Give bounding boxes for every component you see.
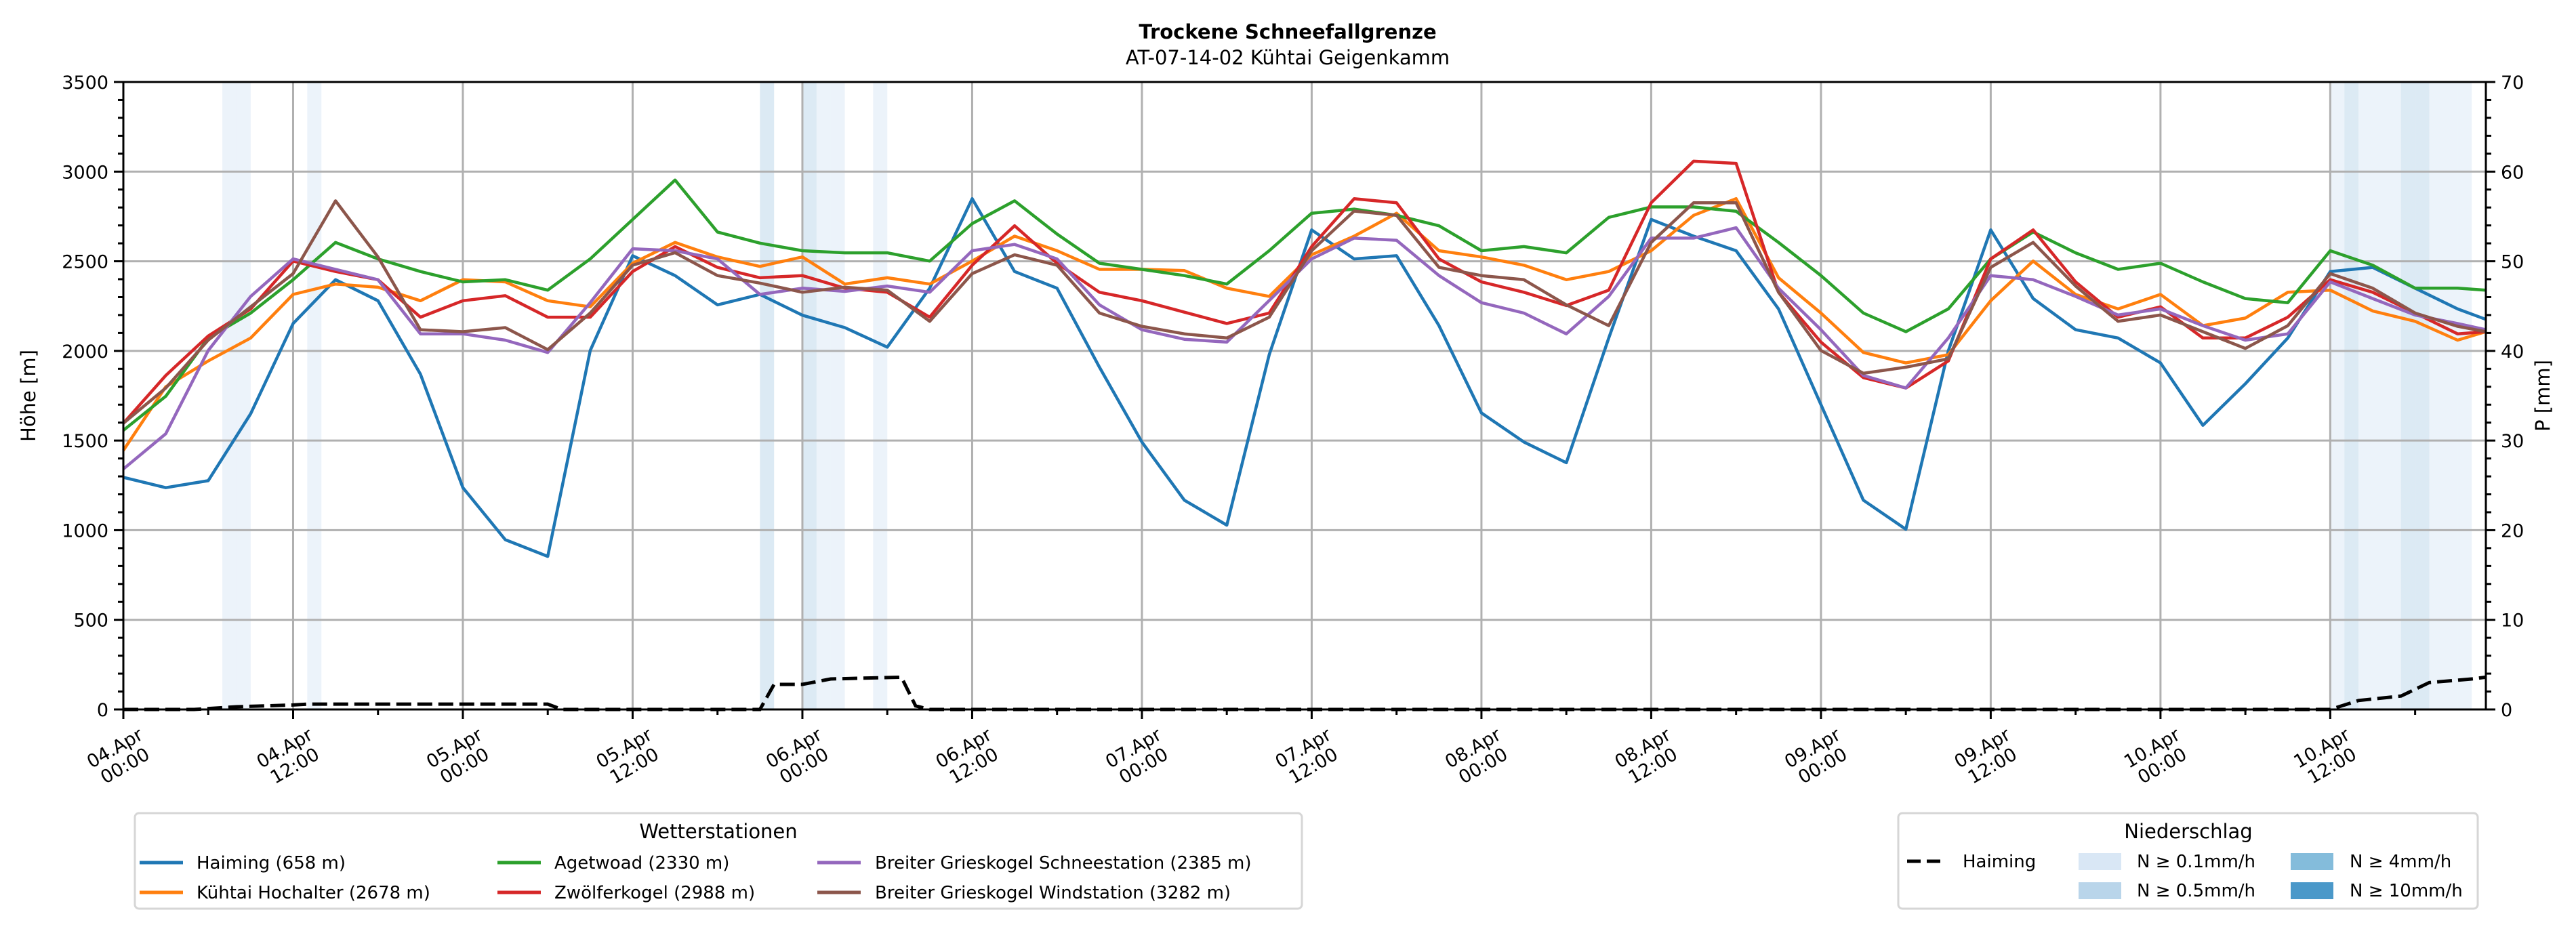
y-tick-label: 2000 <box>62 342 108 363</box>
legend-entry: Breiter Grieskogel Schneestation (2385 m… <box>875 853 1251 873</box>
y-right-tick-label: 30 <box>2501 431 2524 452</box>
legend-entry: Breiter Grieskogel Windstation (3282 m) <box>875 883 1231 903</box>
x-tick-label: 04.Apr12:00 <box>253 724 327 790</box>
y-right-tick-label: 70 <box>2501 73 2524 94</box>
x-tick-label: 08.Apr00:00 <box>1442 724 1515 790</box>
series-line-2 <box>122 178 2487 432</box>
legend-precipitation: Niederschlag Haiming N ≥ 0.1mm/h N ≥ 0.5mm/… <box>1897 812 2479 910</box>
y-axis-label: Höhe [m] <box>17 350 40 442</box>
chart-title: Trockene Schneefallgrenze <box>1139 20 1436 43</box>
precip-band <box>2358 82 2373 709</box>
precip-band <box>830 82 845 709</box>
legend-entry: N ≥ 10mm/h <box>2350 881 2463 901</box>
precip-band <box>816 82 831 709</box>
legend-entry: Haiming (658 m) <box>197 853 346 873</box>
y-tick-label: 2500 <box>62 252 108 273</box>
y-tick-label: 1000 <box>62 520 108 541</box>
legend-title: Niederschlag <box>2124 820 2252 843</box>
legend-patch <box>2291 853 2333 870</box>
x-tick-label: 10.Apr00:00 <box>2121 724 2194 790</box>
x-tick-label: 06.Apr00:00 <box>762 724 836 790</box>
legend-patch <box>2079 882 2121 899</box>
precipitation-bands <box>222 82 2472 709</box>
y-right-tick-label: 0 <box>2501 700 2512 721</box>
legend-entry: Agetwoad (2330 m) <box>554 853 729 873</box>
precip-band <box>2330 82 2345 709</box>
x-tick-label: 10.Apr12:00 <box>2291 724 2365 790</box>
series-lines <box>122 159 2487 711</box>
x-tick-label: 09.Apr12:00 <box>1951 724 2025 790</box>
precip-band <box>222 82 237 709</box>
y-tick-label: 500 <box>73 611 108 632</box>
series-line-1 <box>122 197 2487 451</box>
y-right-tick-label: 50 <box>2501 252 2524 273</box>
x-tick-label: 07.Apr12:00 <box>1272 724 1346 790</box>
x-tick-label: 05.Apr12:00 <box>593 724 667 790</box>
legend-entry: Zwölferkogel (2988 m) <box>554 883 755 903</box>
x-tick-label: 08.Apr12:00 <box>1612 724 1685 790</box>
legend-entry: N ≥ 0.1mm/h <box>2137 852 2255 872</box>
precip-band <box>2373 82 2387 709</box>
precip-band <box>307 82 322 709</box>
y-axis-right-label: P [mm] <box>2531 360 2554 432</box>
y-tick-label: 3000 <box>62 162 108 183</box>
x-tick-label: 06.Apr12:00 <box>933 724 1006 790</box>
x-tick-label: 05.Apr00:00 <box>423 724 497 790</box>
y-tick-label: 1500 <box>62 431 108 452</box>
legend-box <box>134 812 1303 910</box>
series-line-3 <box>122 159 2487 425</box>
legend-title: Wetterstationen <box>639 820 797 843</box>
precip-band <box>2400 82 2415 709</box>
plot-frame <box>122 81 2487 711</box>
y-right-tick-label: 40 <box>2501 342 2524 363</box>
precip-band <box>2457 82 2472 709</box>
y-right-tick-label: 60 <box>2501 162 2524 183</box>
chart-subtitle: AT-07-14-02 Kühtai Geigenkamm <box>1126 46 1450 69</box>
precip-band <box>2429 82 2444 709</box>
axes: 0 500 1000 1500 2000 2500 3000 3500 0 10 20 30 40 50 6… <box>62 73 2524 790</box>
x-tick-label: 07.Apr00:00 <box>1102 724 1176 790</box>
grid-lines <box>122 81 2486 711</box>
precip-band <box>873 82 888 709</box>
legend-entry: Kühtai Hochalter (2678 m) <box>197 883 430 903</box>
precip-band <box>2415 82 2430 709</box>
legend-patch <box>2079 853 2121 870</box>
y-tick-label: 0 <box>97 700 108 721</box>
legend-entry: Haiming <box>1963 852 2036 872</box>
y-tick-label: 3500 <box>62 73 108 94</box>
precip-band <box>2344 82 2359 709</box>
legend-stations: Wetterstationen Haiming (658 m) Kühtai Hoc… <box>134 812 1303 910</box>
precip-band <box>2386 82 2401 709</box>
y-right-tick-label: 10 <box>2501 611 2524 632</box>
precip-band <box>236 82 251 709</box>
x-tick-label: 04.Apr00:00 <box>83 724 157 790</box>
precip-line-haiming <box>123 675 2487 711</box>
legend-entry: N ≥ 4mm/h <box>2350 852 2451 872</box>
x-tick-label: 09.Apr00:00 <box>1781 724 1855 790</box>
legend-patch <box>2291 882 2333 899</box>
precip-band <box>2443 82 2458 709</box>
y-right-tick-label: 20 <box>2501 520 2524 541</box>
precip-band <box>760 82 775 709</box>
series-line-5 <box>122 199 2487 425</box>
precip-band <box>802 82 817 709</box>
legend-entry: N ≥ 0.5mm/h <box>2137 881 2255 901</box>
series-line-0 <box>123 197 2487 558</box>
